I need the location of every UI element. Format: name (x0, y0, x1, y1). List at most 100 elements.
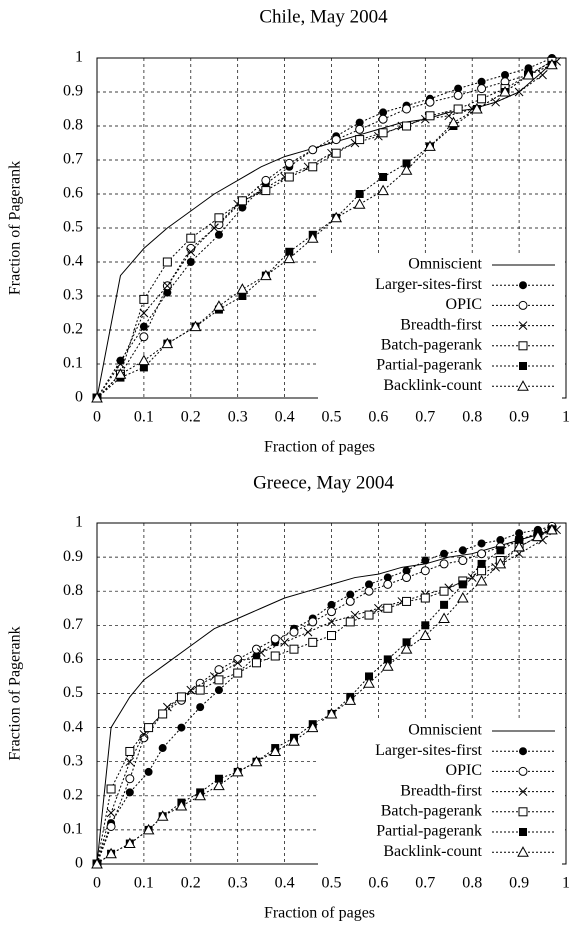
point (400, 643, 413, 654)
point (209, 223, 219, 233)
point (522, 68, 535, 80)
point (420, 593, 430, 603)
x-tick-label: 1 (562, 875, 570, 892)
point (458, 546, 467, 555)
x-tick-label: 0 (93, 409, 101, 426)
point (458, 580, 467, 589)
point (331, 148, 341, 158)
point (285, 247, 294, 256)
point (402, 121, 412, 131)
point (477, 77, 486, 86)
point (162, 257, 172, 267)
point (233, 658, 243, 668)
point (440, 600, 449, 609)
point (306, 721, 319, 733)
point (91, 391, 103, 403)
point (458, 556, 468, 566)
point (400, 164, 413, 175)
point (161, 337, 174, 349)
point (378, 128, 388, 138)
point (524, 64, 533, 73)
point (308, 617, 318, 627)
x-tick-label: 0 (93, 875, 101, 892)
point (383, 603, 393, 613)
x-tick-label: 0.2 (181, 409, 201, 426)
point (546, 523, 558, 535)
point (383, 655, 392, 664)
legend-label: Batch-pagerank (381, 336, 482, 353)
legend: Omniscient Larger-sites-first OPIC Breadth-… (318, 255, 562, 401)
y-axis-label: Fraction of Pagerank (7, 161, 24, 295)
point (125, 788, 134, 797)
point (195, 685, 205, 695)
point (214, 774, 223, 783)
point (355, 118, 364, 127)
point (194, 789, 207, 801)
x-axis-label: Fraction of pages (264, 439, 375, 456)
point (363, 677, 375, 688)
point (477, 559, 486, 568)
y-tick-label: 0.7 (63, 151, 83, 168)
point (402, 104, 412, 114)
point (402, 596, 412, 606)
legend-marker (518, 300, 528, 310)
point (214, 213, 224, 223)
x-tick-label: 0.8 (462, 409, 482, 426)
legend-label: Backlink-count (383, 843, 482, 860)
point (158, 709, 168, 719)
point (144, 767, 153, 776)
x-tick-label: 0.5 (322, 409, 342, 426)
legend-label: Backlink-count (383, 377, 482, 394)
point (327, 600, 336, 609)
point (213, 300, 225, 311)
point (546, 58, 558, 70)
point (196, 703, 205, 712)
point (477, 94, 487, 104)
x-tick-label: 0.4 (275, 875, 295, 892)
y-tick-label: 0.2 (63, 786, 83, 803)
legend-label: Larger-sites-first (375, 276, 482, 293)
point (125, 757, 135, 767)
legend-marker (517, 846, 529, 857)
point (331, 135, 341, 145)
y-tick-label: 1 (75, 514, 83, 531)
point (538, 70, 547, 80)
point (513, 540, 525, 552)
point (344, 694, 357, 705)
y-tick-label: 0 (75, 855, 83, 872)
point (288, 735, 300, 746)
point (379, 108, 388, 117)
point (501, 71, 510, 79)
point (214, 665, 224, 675)
point (383, 573, 392, 582)
x-tick-label: 0.4 (275, 409, 295, 426)
point (238, 203, 247, 212)
point (477, 539, 486, 548)
legend-marker (518, 807, 528, 817)
point (251, 644, 261, 654)
point (355, 124, 365, 134)
point (139, 363, 148, 372)
point (233, 668, 243, 678)
point (444, 111, 454, 121)
point (177, 723, 186, 732)
point (494, 557, 507, 569)
y-tick-label: 0.7 (63, 616, 83, 633)
point (477, 566, 487, 576)
point (425, 97, 435, 107)
point (106, 821, 116, 831)
x-tick-label: 0.7 (415, 409, 435, 426)
point (284, 172, 294, 182)
point (105, 847, 117, 859)
y-tick-label: 0.6 (63, 185, 83, 202)
point (91, 857, 103, 869)
point (139, 322, 148, 331)
point (419, 629, 432, 641)
point (402, 566, 411, 575)
point (270, 651, 280, 661)
x-tick-label: 0.5 (322, 875, 342, 892)
legend-label: Larger-sites-first (375, 742, 482, 759)
y-tick-label: 0.9 (63, 548, 83, 565)
series (91, 58, 558, 403)
point (355, 190, 364, 198)
